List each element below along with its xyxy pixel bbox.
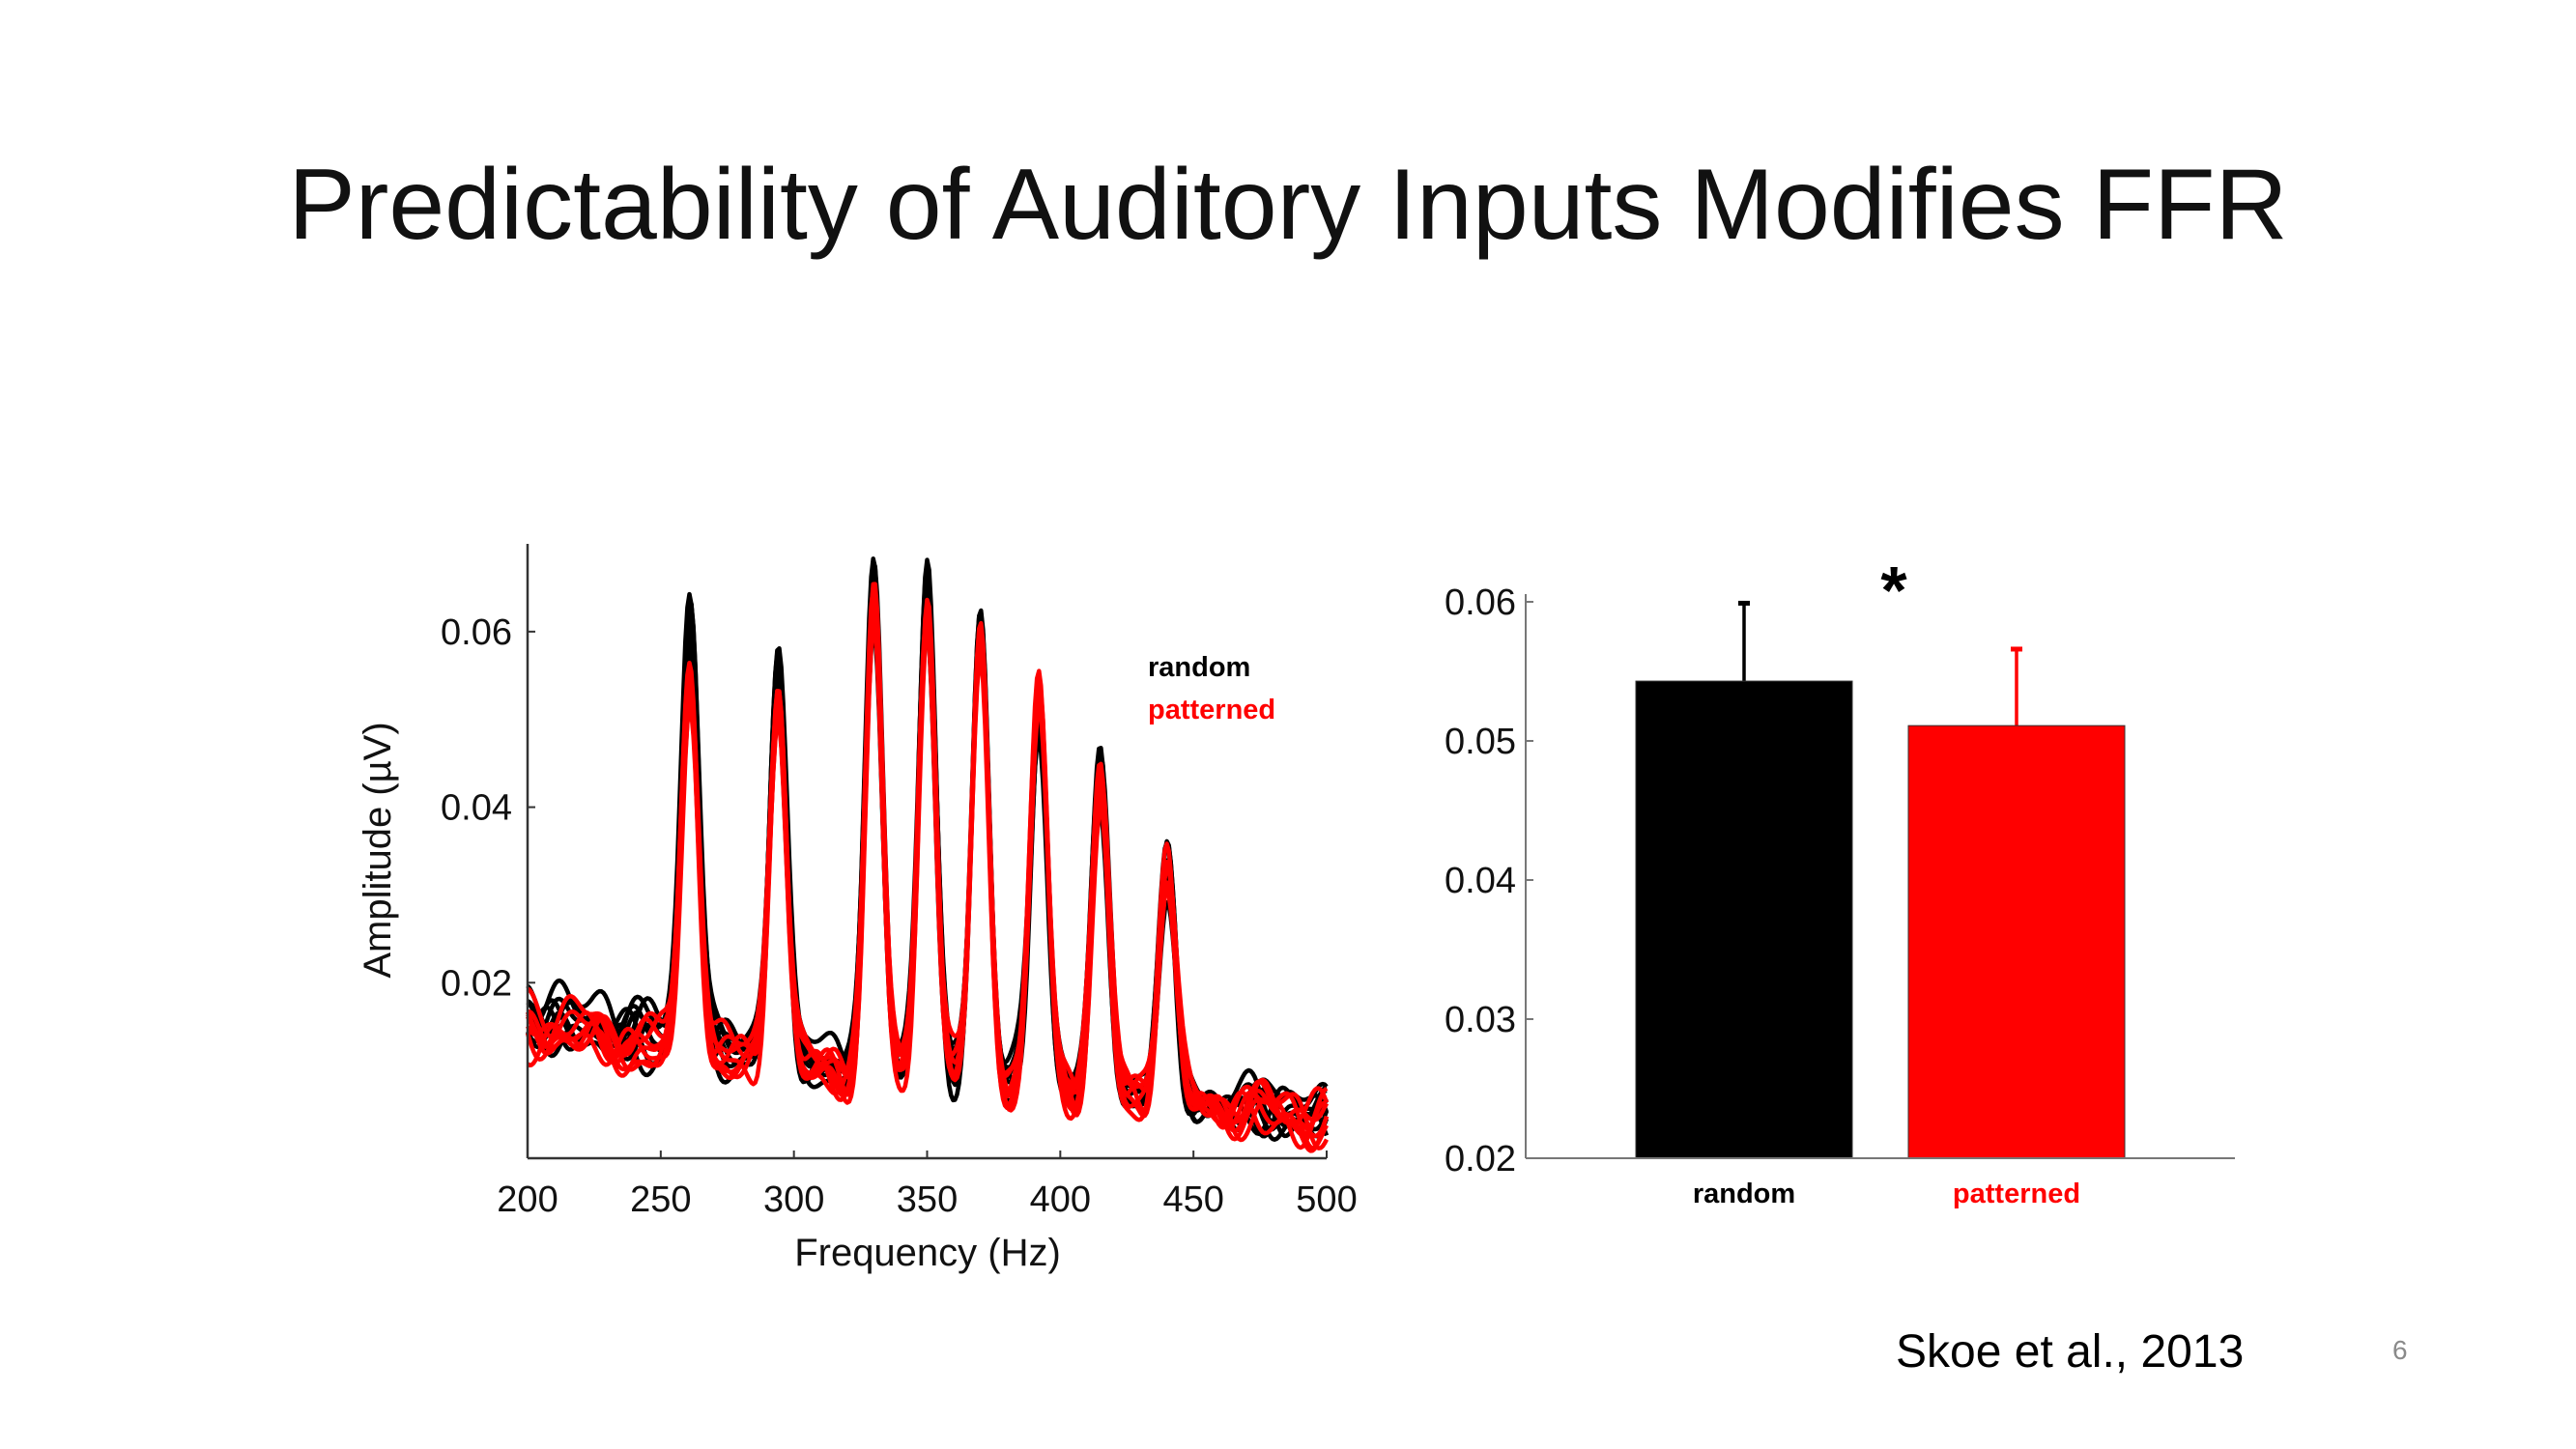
- x-axis-label: Frequency (Hz): [794, 1232, 1061, 1274]
- x-tick-label: 200: [497, 1179, 558, 1220]
- significance-asterisk: *: [1880, 553, 1907, 628]
- bar-y-ticks: 0.02 0.03 0.04 0.05 0.06: [1445, 582, 1533, 1179]
- x-tick-label: 450: [1162, 1179, 1223, 1220]
- legend-random: random: [1148, 652, 1250, 683]
- spectrum-traces: [525, 556, 1330, 1153]
- patterned-bar: [1907, 724, 2126, 1159]
- page-number: 6: [2392, 1335, 2408, 1365]
- y-tick-label: 0.04: [441, 788, 512, 829]
- bar-y-tick-label: 0.05: [1445, 722, 1516, 762]
- bar-y-tick-label: 0.02: [1445, 1139, 1516, 1179]
- bar-y-tick-label: 0.04: [1445, 861, 1516, 901]
- patterned-category-label: patterned: [1953, 1179, 2080, 1209]
- x-tick-label: 400: [1030, 1179, 1091, 1220]
- spectrum-chart: 200 250 300 350 400 450 500 0.02 0.04 0.06 Frequ…: [357, 544, 1358, 1274]
- x-tick-label: 500: [1296, 1179, 1357, 1220]
- patterned-trace: [525, 622, 1330, 1151]
- bar-chart: random patterned 0.02 0.03 0.04 0.05 0.06 *: [1445, 553, 2235, 1209]
- random-trace: [526, 562, 1330, 1139]
- legend-patterned: patterned: [1148, 695, 1275, 725]
- bar-y-tick-label: 0.03: [1445, 1000, 1516, 1040]
- x-tick-label: 300: [763, 1179, 824, 1220]
- bar-y-tick-label: 0.06: [1445, 582, 1516, 623]
- y-tick-label: 0.06: [441, 612, 512, 653]
- slide-title: Predictability of Auditory Inputs Modifi…: [288, 149, 2288, 261]
- x-tick-label: 250: [630, 1179, 691, 1220]
- y-ticks: 0.02 0.04 0.06: [441, 612, 535, 1004]
- y-axis-label: Amplitude (µV): [357, 722, 399, 978]
- x-ticks: 200 250 300 350 400 450 500: [497, 1151, 1358, 1220]
- bars: random patterned: [1635, 600, 2126, 1209]
- x-tick-label: 350: [897, 1179, 958, 1220]
- citation: Skoe et al., 2013: [1896, 1326, 2245, 1378]
- y-tick-label: 0.02: [441, 963, 512, 1004]
- random-bar: [1635, 680, 1853, 1159]
- random-category-label: random: [1693, 1179, 1795, 1209]
